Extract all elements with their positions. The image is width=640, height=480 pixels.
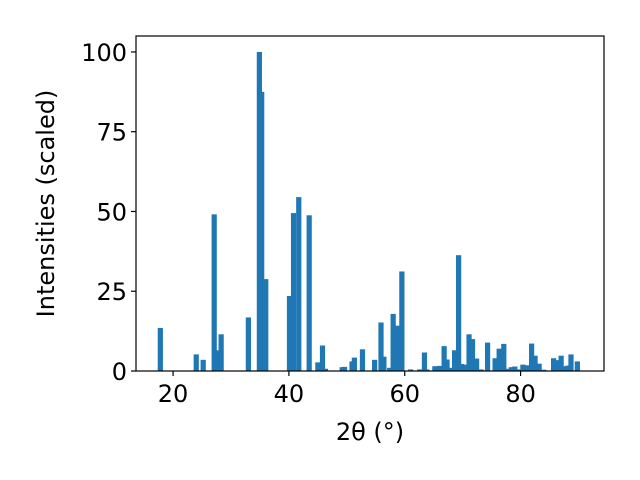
bar: [399, 271, 405, 371]
y-tick-label: 50: [96, 198, 127, 226]
bar: [322, 368, 329, 371]
bar: [351, 357, 357, 371]
plot-frame: [135, 35, 605, 372]
x-tick-label: 60: [389, 380, 420, 408]
bar: [515, 369, 521, 371]
bar: [523, 365, 529, 371]
bar: [462, 364, 469, 371]
bar: [213, 350, 220, 371]
bar: [532, 355, 538, 371]
bar: [315, 362, 321, 371]
bar: [473, 358, 480, 371]
bar: [492, 358, 498, 371]
bar: [456, 255, 462, 371]
x-axis-label: 2θ (°): [336, 418, 404, 446]
bar: [421, 352, 428, 371]
bar: [512, 366, 518, 371]
bar: [444, 359, 450, 371]
bar: [451, 350, 458, 371]
bar: [200, 359, 206, 371]
bar: [501, 343, 507, 371]
bar: [466, 334, 472, 371]
bar: [432, 366, 438, 371]
bar: [574, 361, 580, 371]
bar: [458, 363, 465, 371]
bars-group: [157, 51, 580, 371]
x-tick-label: 40: [274, 380, 305, 408]
bar: [395, 325, 401, 371]
bar: [424, 369, 430, 371]
bar: [508, 367, 514, 371]
bar: [290, 213, 297, 371]
x-tick-label: 20: [158, 380, 189, 408]
bar: [381, 356, 387, 371]
bar: [417, 369, 423, 371]
bar: [390, 313, 396, 371]
bar: [568, 354, 574, 371]
bar: [551, 358, 557, 371]
bar: [541, 369, 547, 371]
y-tick-label: 0: [112, 358, 127, 386]
bar: [296, 197, 302, 371]
bar: [505, 368, 511, 371]
y-tick-label: 100: [81, 39, 127, 67]
bar: [387, 367, 393, 371]
bar: [193, 354, 199, 371]
bar: [407, 369, 414, 371]
bar: [448, 367, 454, 371]
bar: [157, 327, 163, 371]
bar: [528, 343, 535, 371]
bar: [469, 339, 476, 371]
bar: [286, 296, 293, 371]
bar: [558, 355, 564, 371]
y-tick-label: 75: [96, 119, 127, 147]
bar: [378, 322, 384, 371]
bar: [565, 365, 571, 371]
bar: [218, 334, 224, 371]
bar: [341, 366, 348, 371]
y-axis-ticks: 0 25 50 75 100: [81, 39, 136, 386]
bar: [211, 214, 217, 371]
bar: [478, 369, 484, 371]
bar: [245, 317, 251, 371]
bar: [306, 215, 312, 371]
x-tick-label: 80: [505, 380, 536, 408]
bar: [441, 346, 447, 371]
y-tick-label: 25: [96, 278, 127, 306]
x-axis-ticks: 20 40 60 80: [158, 371, 536, 408]
bar: [359, 349, 366, 371]
bar: [562, 366, 568, 371]
bar: [372, 359, 378, 371]
bar: [520, 364, 526, 371]
bar: [259, 91, 265, 371]
bar: [554, 360, 560, 371]
bar: [484, 342, 491, 371]
bar: [496, 348, 502, 371]
y-axis-label: Intensities (scaled): [32, 90, 60, 318]
bar: [436, 365, 443, 371]
bar: [263, 279, 269, 371]
bar: [319, 345, 326, 371]
bar: [536, 363, 542, 371]
